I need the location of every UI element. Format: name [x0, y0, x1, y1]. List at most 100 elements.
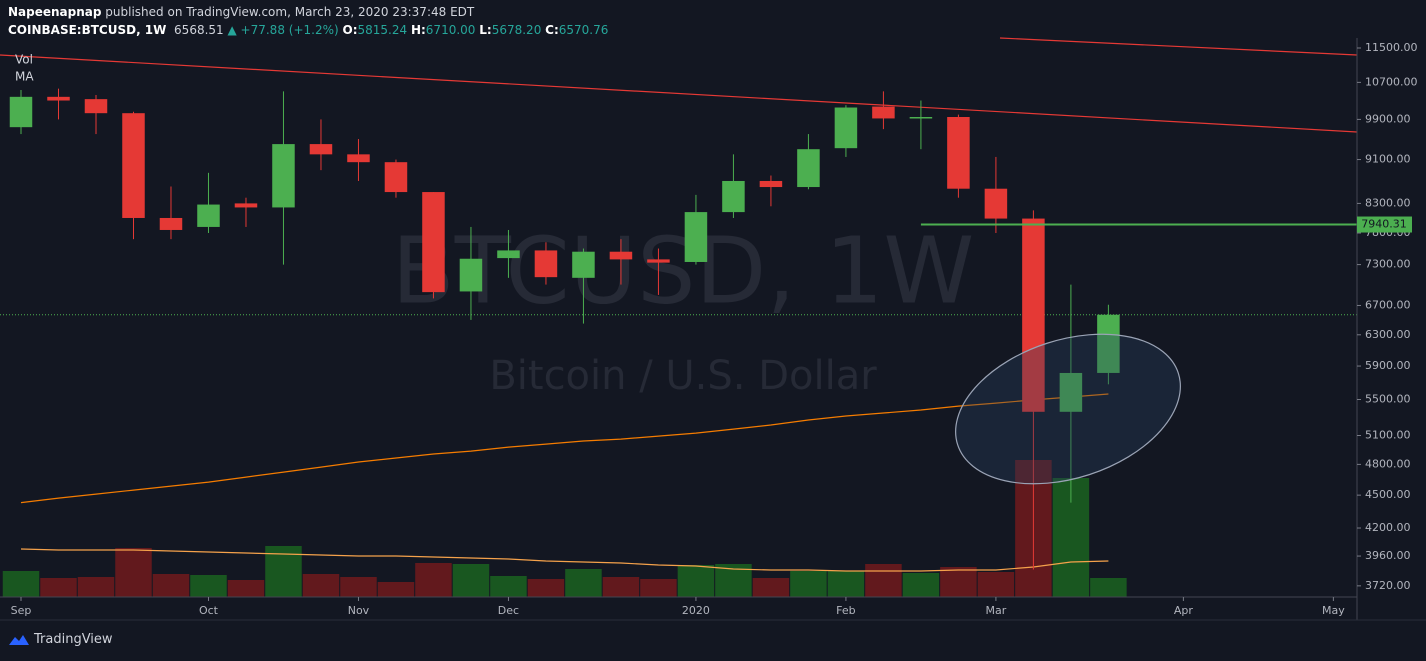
header: Napeenapnap published on TradingView.com…: [8, 3, 608, 39]
y-tick-label: 6300.00: [1365, 328, 1411, 341]
volume-bar: [152, 574, 190, 597]
y-tick-label: 7300.00: [1365, 258, 1411, 271]
candle-body: [684, 212, 708, 262]
x-tick-label: Oct: [199, 604, 219, 617]
volume-bar: [40, 578, 77, 597]
volume-bar: [302, 574, 340, 597]
volume-ma-line: [20, 548, 1109, 572]
volume-bar: [940, 567, 977, 597]
candle-body: [572, 251, 595, 278]
candle-body: [384, 162, 408, 193]
y-tick-label: 4500.00: [1365, 488, 1411, 501]
volume-bar: [377, 582, 415, 597]
volume-bar: [677, 565, 715, 597]
volume-bar: [227, 580, 265, 597]
candle-body: [647, 259, 670, 263]
candle-body: [1097, 314, 1120, 373]
candle-body: [1022, 218, 1045, 412]
y-tick-label: 5900.00: [1365, 359, 1411, 372]
y-tick-label: 3960.00: [1365, 549, 1411, 562]
y-tick-label: 9100.00: [1365, 153, 1411, 166]
candle-body: [947, 116, 970, 189]
candle-body: [9, 96, 33, 128]
volume-bar: [415, 563, 452, 597]
price-ma-line: [20, 393, 1109, 504]
candle-body: [1059, 372, 1083, 412]
volume-bar: [752, 578, 790, 597]
candle-body: [722, 180, 745, 213]
high-value: 6710.00: [425, 23, 476, 37]
last-price: 6568.51: [174, 23, 224, 37]
volume-bar: [190, 575, 227, 597]
y-tick-label: 8300.00: [1365, 196, 1411, 209]
close-value: 6570.76: [558, 23, 609, 37]
open-label: O:: [342, 23, 358, 37]
candle-body: [872, 106, 895, 119]
candle-body: [497, 250, 520, 259]
volume-bar: [527, 579, 565, 597]
change: ▲ +77.88 (+1.2%): [227, 23, 339, 37]
low-label: L:: [479, 23, 492, 37]
volume-bar: [452, 564, 490, 597]
candle-body: [909, 116, 933, 119]
candle-body: [197, 204, 220, 227]
candle-body: [272, 144, 295, 208]
x-tick-label: May: [1322, 604, 1345, 617]
volume-bar: [2, 571, 40, 597]
volume-bar: [602, 577, 640, 597]
high-label: H:: [410, 23, 426, 37]
volume-bar: [77, 577, 115, 597]
axis-labels: 11500.0010700.009900.009100.008300.00780…: [11, 41, 1418, 617]
volume-bar: [865, 564, 902, 597]
volume-bar: [1090, 578, 1127, 597]
candle-body: [234, 203, 258, 208]
y-tick-label: 11500.00: [1365, 41, 1418, 54]
watermark-subtitle: Bitcoin / U.S. Dollar: [489, 353, 877, 399]
volume-bar: [640, 579, 677, 597]
volume-bar: [902, 573, 940, 597]
volume-bar: [340, 577, 377, 597]
candle-body: [347, 154, 370, 163]
x-tick-label: Sep: [11, 604, 32, 617]
volume-bar: [977, 572, 1015, 597]
logo-shape: [9, 634, 29, 645]
legend-ma: MA: [15, 70, 34, 84]
y-tick-label: 4200.00: [1365, 521, 1411, 534]
author: Napeenapnap: [8, 5, 102, 19]
open-value: 5815.24: [357, 23, 408, 37]
published: published on TradingView.com, March 23, …: [105, 5, 475, 19]
y-tick-label: 10700.00: [1365, 75, 1418, 88]
candle-body: [797, 149, 820, 188]
y-tick-label: 5100.00: [1365, 428, 1411, 441]
candle-body: [422, 192, 445, 293]
low-value: 5678.20: [491, 23, 542, 37]
volume-layer: [2, 460, 1127, 597]
candle-body: [47, 96, 70, 101]
candle-body: [759, 180, 783, 188]
y-tick-label: 5500.00: [1365, 393, 1411, 406]
x-tick-label: Apr: [1174, 604, 1194, 617]
x-tick-label: Feb: [836, 604, 855, 617]
candle-body: [84, 99, 108, 114]
candle-body: [159, 217, 183, 230]
candle-body: [834, 107, 858, 149]
candle-body: [534, 250, 558, 278]
x-tick-label: Mar: [986, 604, 1007, 617]
x-tick-label: Nov: [348, 604, 370, 617]
y-tick-label: 3720.00: [1365, 579, 1411, 592]
candle-body: [309, 144, 333, 155]
highlight-ellipse: [955, 333, 1181, 485]
level-label: 7940.31: [1361, 218, 1407, 231]
brand: TradingView: [34, 632, 113, 647]
volume-bar: [565, 569, 602, 597]
brand-logo: [9, 634, 29, 645]
volume-bar: [827, 571, 865, 597]
level-label-box: [1357, 216, 1412, 233]
y-tick-label: 6700.00: [1365, 298, 1411, 311]
y-tick-label: 4800.00: [1365, 457, 1411, 470]
candle-body: [459, 258, 483, 292]
trend-line: [0, 54, 1358, 133]
candle-body: [984, 188, 1008, 219]
